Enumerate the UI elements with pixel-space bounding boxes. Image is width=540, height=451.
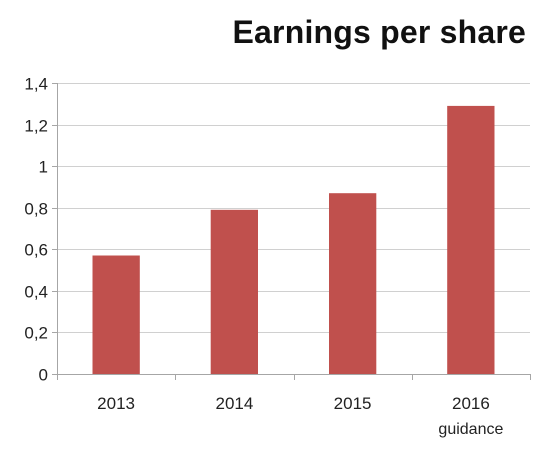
- bar: [92, 255, 140, 374]
- y-tick-label: 1,2: [24, 117, 48, 136]
- x-tick-label: 2013: [97, 394, 135, 413]
- y-tick-label: 0: [39, 366, 48, 385]
- axes: [52, 83, 531, 380]
- x-tick-sublabel: guidance: [438, 421, 503, 438]
- y-tick-label: 1,4: [24, 75, 48, 94]
- y-tick-label: 1: [39, 158, 48, 177]
- y-tick-label: 0,4: [24, 283, 48, 302]
- chart-title: Earnings per share: [232, 14, 526, 50]
- y-tick-labels: 0 0,2 0,4 0,6 0,8 1 1,2 1,4: [24, 75, 48, 385]
- bar: [447, 105, 495, 375]
- y-tick-label: 0,2: [24, 324, 48, 343]
- x-tick-labels: 2013 2014 2015 2016 guidance: [97, 394, 503, 438]
- y-tick-label: 0,8: [24, 200, 48, 219]
- x-tick-label: 2014: [215, 394, 253, 413]
- y-tick-label: 0,6: [24, 241, 48, 260]
- bar: [210, 209, 258, 374]
- x-tick-label: 2015: [334, 394, 372, 413]
- x-tick-label: 2016: [452, 394, 490, 413]
- bars: [92, 105, 495, 375]
- bar: [329, 193, 377, 374]
